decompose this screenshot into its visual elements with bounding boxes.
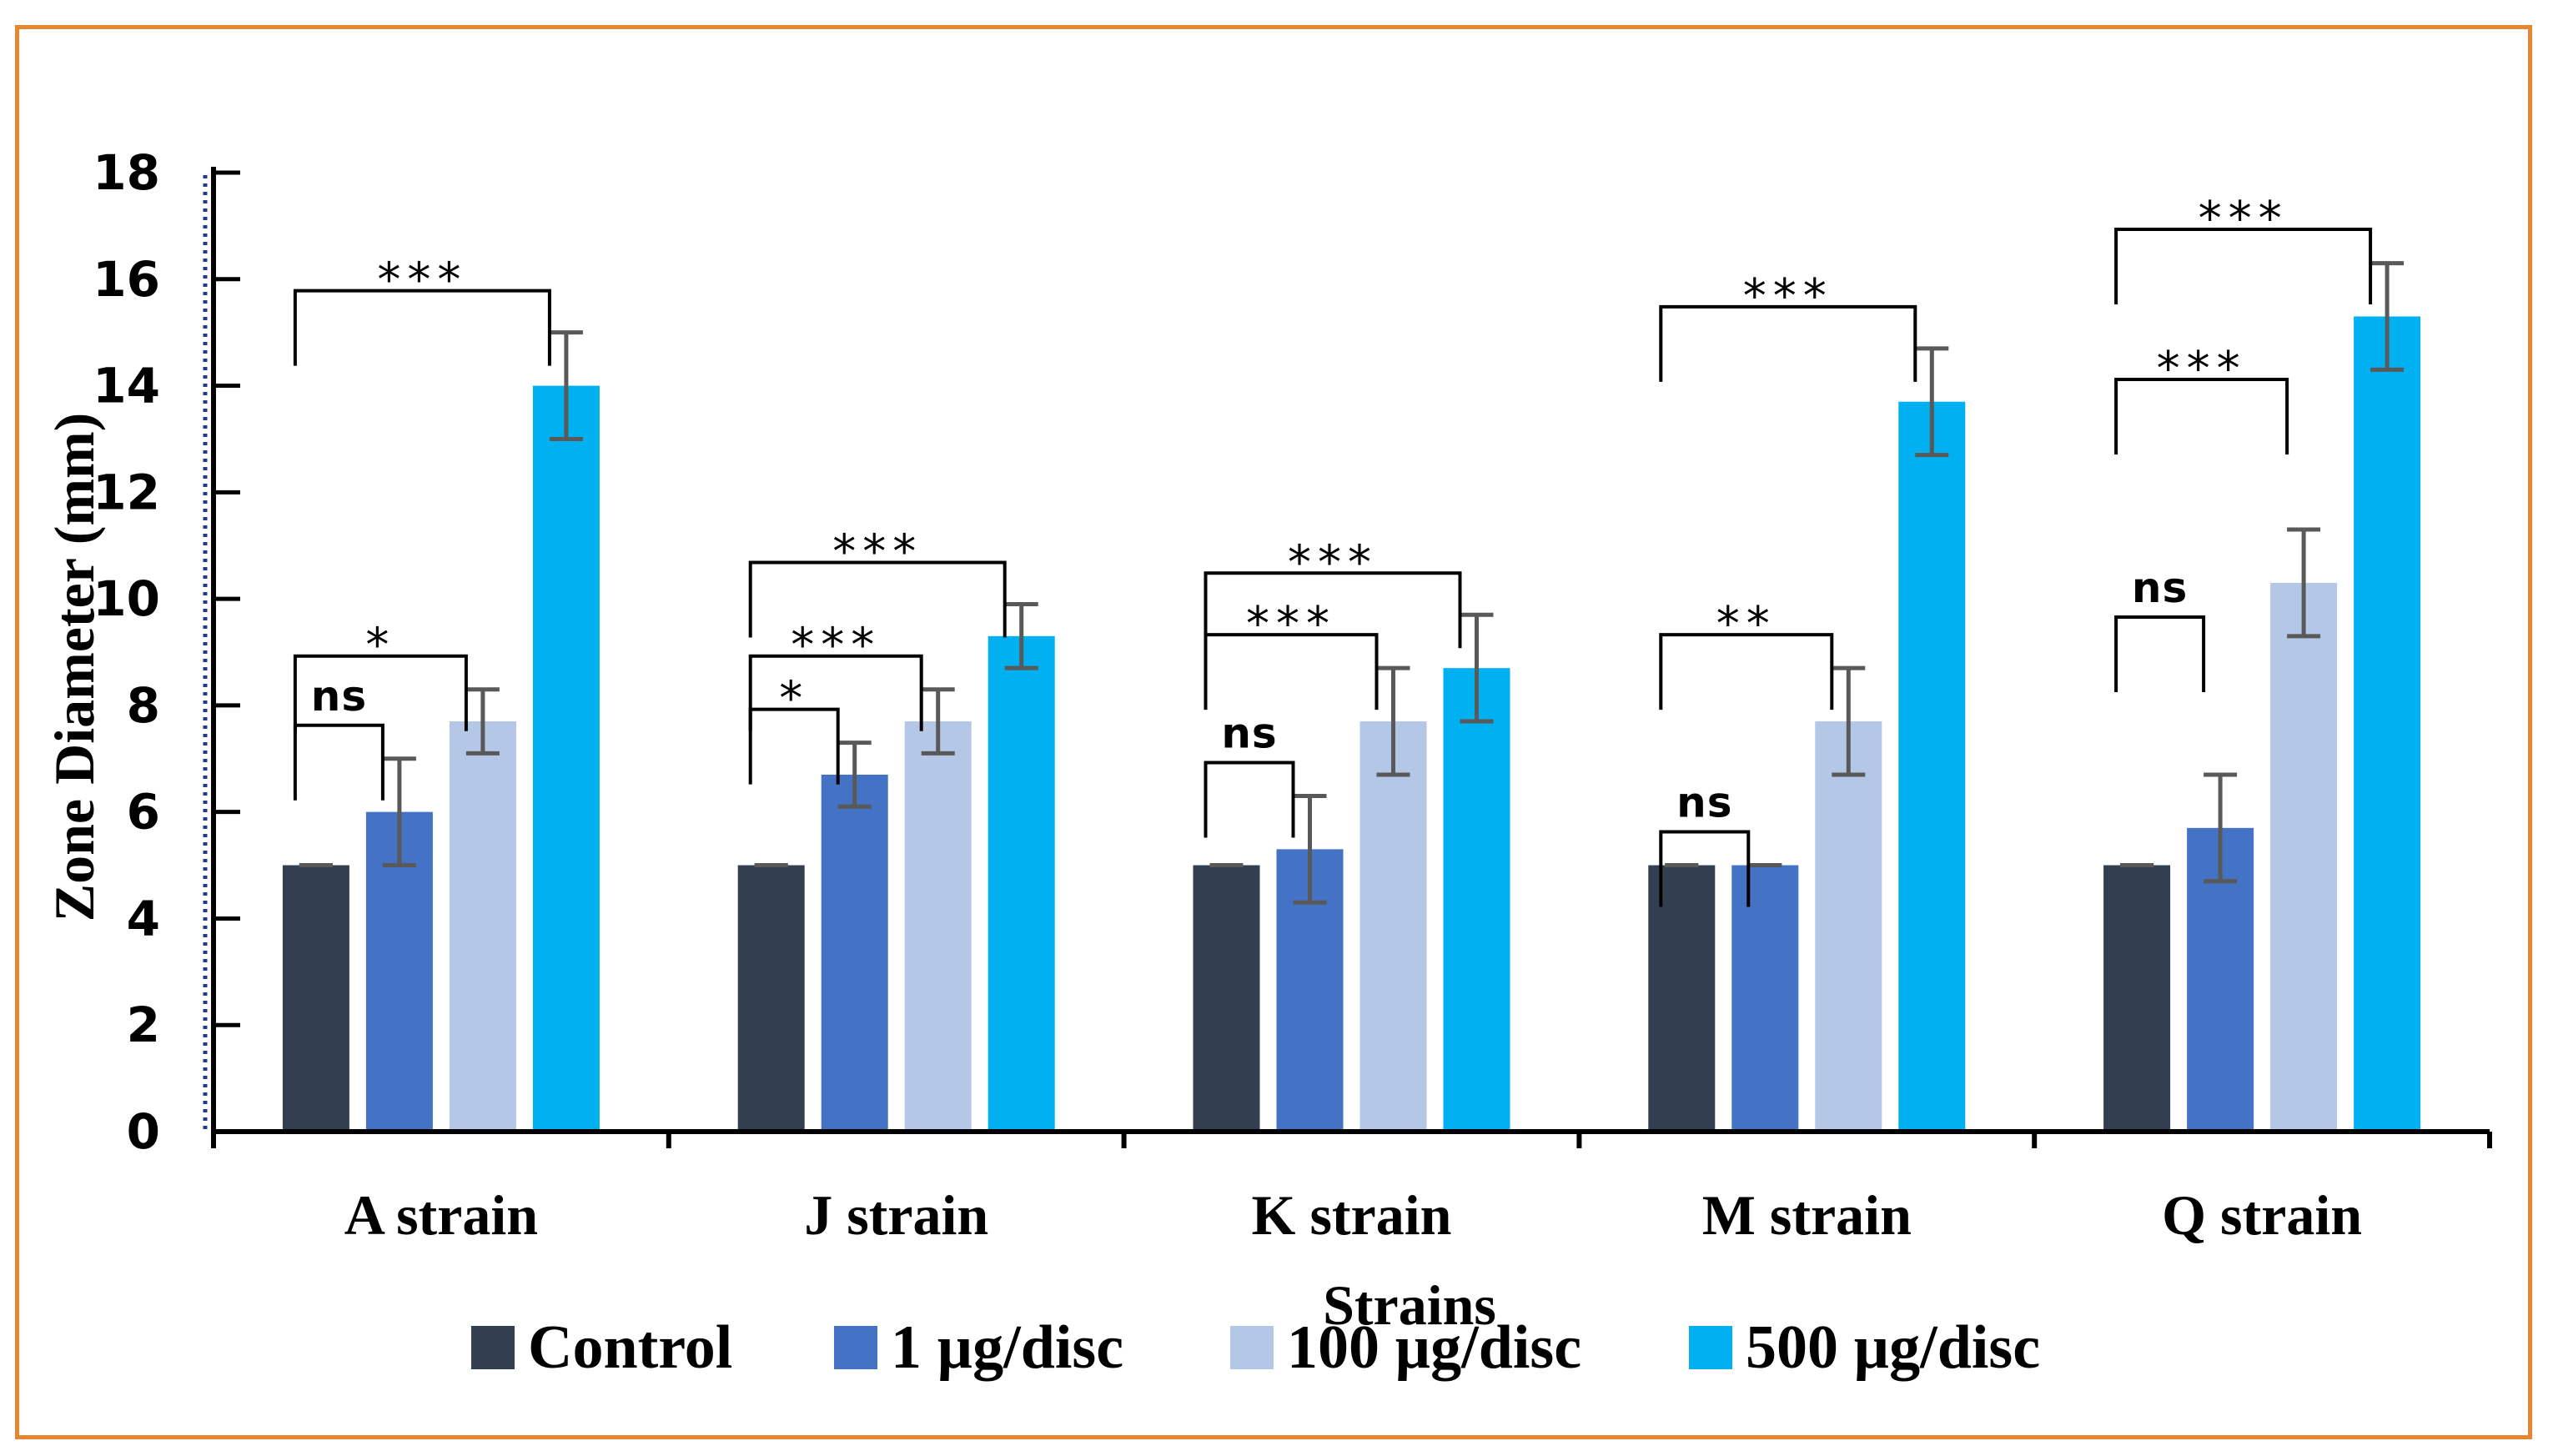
significance-label: *** [2157,342,2247,396]
axis-labels: Strains Zone Diameter (mm) [43,413,1496,1337]
y-tick-label: 12 [93,464,160,520]
error-bar [1293,794,1327,905]
bar [1815,721,1882,1132]
x-tick-label: M strain [1702,1183,1912,1247]
bar [904,721,972,1132]
bar [2354,316,2421,1132]
significance-bracket: *** [1659,269,1917,382]
error-bar [837,741,872,809]
significance-label: ns [1676,779,1732,827]
x-tick-label: K strain [1252,1183,1452,1247]
chart-frame [15,25,2532,1439]
bar [1898,401,1966,1132]
bar [1443,668,1510,1132]
bar [2103,865,2171,1132]
significance-label: * [779,672,809,726]
significance-label: ns [1221,710,1277,758]
significance-label: ns [2132,564,2188,612]
bar [449,721,516,1132]
error-bar [382,756,416,868]
significance-bracket: ns [2114,564,2206,692]
legend-item: 500 µg/disc [1689,1313,2040,1382]
y-tick-label: 18 [93,144,160,201]
significance-label: *** [1288,535,1378,590]
error-bar [1376,665,1410,777]
axes: A strain J strain K strain M strain Q strain [203,167,2492,1247]
significance-label: *** [1743,269,1833,324]
error-bar [2287,527,2321,639]
legend-swatch [471,1326,515,1369]
legend-swatch [1230,1326,1274,1369]
x-axis-title: Strains [1323,1273,1496,1337]
significance-bracket: ns [293,672,384,801]
significance-label: *** [791,619,881,673]
y-tick-label: 10 [93,570,160,627]
legend-label: 1 µg/disc [891,1313,1123,1382]
legend: Control 1 µg/disc 100 µg/disc 500 µg/disc [471,1313,2040,1382]
significance-label: ** [1716,597,1777,651]
legend-item: 100 µg/disc [1230,1313,1581,1382]
bar [1648,865,1716,1132]
y-tick-label: 8 [127,677,160,734]
significance-bracket: *** [748,525,1007,638]
significance-bracket: * [293,619,468,731]
significance-brackets: ns***********ns******ns*****ns****** [293,192,2373,907]
significance-bracket: ns [1659,779,1751,907]
error-bar [1004,602,1038,670]
error-bar [1460,612,1494,724]
error-bar [2370,261,2405,372]
error-bar [2204,772,2238,884]
legend-label: 100 µg/disc [1287,1313,1581,1382]
bar [532,385,600,1132]
error-bar [465,687,500,756]
legend-label: Control [528,1313,732,1382]
bar [988,635,1055,1132]
significance-label: ns [311,672,367,720]
y-tick-label: 0 [127,1103,160,1160]
bar [1359,721,1427,1132]
significance-label: * [365,619,395,673]
bar [1193,865,1260,1132]
y-axis-title: Zone Diameter (mm) [43,413,106,922]
bar [821,774,888,1132]
error-bar [1915,346,1949,458]
y-tick-label: 4 [127,890,160,946]
significance-label: *** [1246,597,1336,651]
legend-swatch [1689,1326,1732,1369]
error-bar [921,687,955,756]
significance-label: *** [2199,192,2289,246]
significance-bracket: *** [1204,535,1462,649]
y-tick-label: 2 [127,997,160,1053]
significance-bracket: ** [1659,597,1834,710]
legend-item: 1 µg/disc [834,1313,1123,1382]
y-tick-label: 14 [93,358,160,414]
significance-bracket: *** [2114,342,2289,454]
significance-label: *** [832,525,922,580]
bar [1731,865,1799,1132]
x-tick-label: A strain [344,1183,538,1247]
significance-bracket: * [748,672,840,785]
significance-bracket: *** [2114,192,2373,304]
legend-label: 500 µg/disc [1746,1313,2040,1382]
bar [737,865,805,1132]
error-bar [1832,665,1866,777]
x-tick-label: Q strain [2162,1183,2362,1247]
bar [2270,582,2338,1132]
significance-bracket: ns [1204,710,1295,838]
bars [282,261,2421,1132]
significance-bracket: *** [748,619,923,731]
y-tick-label: 16 [93,251,160,308]
significance-bracket: *** [293,254,551,366]
x-tick-label: J strain [804,1183,988,1247]
y-tick-label: 6 [127,784,160,841]
bar [282,865,349,1132]
legend-item: Control [471,1313,732,1382]
error-bar [549,330,583,441]
y-axis-ticks: 0 2 4 6 8 10 12 14 16 18 [93,144,240,1160]
legend-swatch [834,1326,877,1369]
significance-label: *** [377,254,467,308]
significance-bracket: *** [1204,597,1379,710]
